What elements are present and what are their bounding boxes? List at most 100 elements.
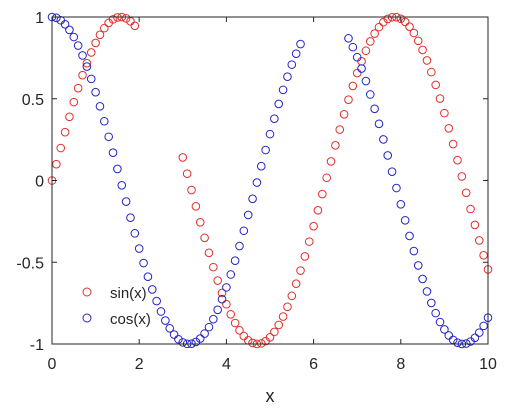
cos-point [113,164,122,174]
sin-point [187,185,196,195]
sin-point [413,36,423,46]
cos-point [413,261,423,270]
sin-point [60,127,70,137]
sin-point [69,97,79,107]
cos-point [453,338,462,348]
legend-label-cos: cos(x) [110,311,151,328]
cos-point [104,132,113,142]
y-tick-label: 1 [35,10,44,27]
sin-point [235,325,244,335]
cos-point [100,116,109,126]
cos-point [209,314,218,324]
sin-point [195,217,205,227]
sin-point [335,125,345,134]
cos-point [178,338,188,347]
cos-point [379,135,388,144]
sin-point [309,221,318,231]
cos-point [409,246,419,256]
cos-point [143,272,153,282]
y-tick-label: 0 [35,174,44,191]
cos-point [217,294,227,304]
sin-point [339,110,349,119]
sin-point [453,155,462,165]
cos-point [296,39,305,49]
cos-point [370,104,379,114]
cos-point [86,74,96,84]
cos-point [470,333,480,343]
sin-point [479,251,488,260]
y-tick-label: -1 [30,337,44,354]
sin-point [304,237,314,246]
sin-point [222,299,231,309]
sin-point [357,57,366,66]
x-tick-label: 2 [135,356,144,373]
cos-point [400,216,410,225]
sin-point [313,205,323,215]
cos-point [134,244,144,253]
x-axis-ticks: 0 2 4 6 8 10 [48,17,497,373]
sin-point [331,141,340,150]
cos-point [256,161,266,171]
x-tick-label: 6 [309,356,318,373]
cos-point [204,322,214,332]
cos-point [161,316,170,325]
cos-point [139,258,148,268]
cos-point [121,197,131,206]
sin-point [121,14,131,23]
legend-marker-cos [82,313,92,323]
sin-point [65,112,74,122]
cos-point [270,114,279,124]
sin-point [56,143,66,153]
sin-point [209,262,218,272]
cos-point [239,226,249,236]
cos-point [156,307,166,316]
cos-point [152,296,161,306]
cos-point [274,99,284,109]
sin-point [405,22,414,31]
sin-point [361,46,371,56]
cos-point [117,180,127,190]
cos-point [418,274,427,284]
cos-point [287,60,297,69]
sin-point [217,288,227,298]
sin-point [383,14,393,24]
cos-point [230,256,240,265]
cos-point [261,145,270,155]
sin-point [448,139,458,149]
sin-point [431,80,440,90]
sin-point [248,338,257,348]
cos-point [82,62,92,71]
cos-point [78,51,87,60]
sin-point [352,68,362,78]
sin-point [322,173,331,183]
cos-point [352,52,362,62]
x-tick-label: 4 [222,356,231,373]
sin-point [348,81,358,91]
cos-point [387,167,397,176]
legend: sin(x) cos(x) [82,285,151,328]
sin-point [422,56,432,65]
x-axis-label: x [266,386,275,406]
cos-point [147,285,157,294]
sin-point [435,94,445,103]
sin-point [178,153,188,162]
sin-point [82,58,92,68]
cos-point [374,119,384,129]
cos-point [427,298,436,308]
sin-point [213,276,222,285]
x-tick-label: 8 [396,356,405,373]
sin-point [283,302,292,312]
cos-point [95,102,105,111]
cos-point [60,20,70,29]
sin-point [52,159,61,169]
sin-point [274,320,284,330]
cos-point [365,90,375,99]
cos-point [422,287,432,296]
sin-point [191,201,201,211]
sin-point [100,23,109,33]
x-tick-label: 10 [479,356,497,373]
sin-point [457,172,467,181]
cos-point [200,329,209,338]
sin-point [418,45,427,55]
